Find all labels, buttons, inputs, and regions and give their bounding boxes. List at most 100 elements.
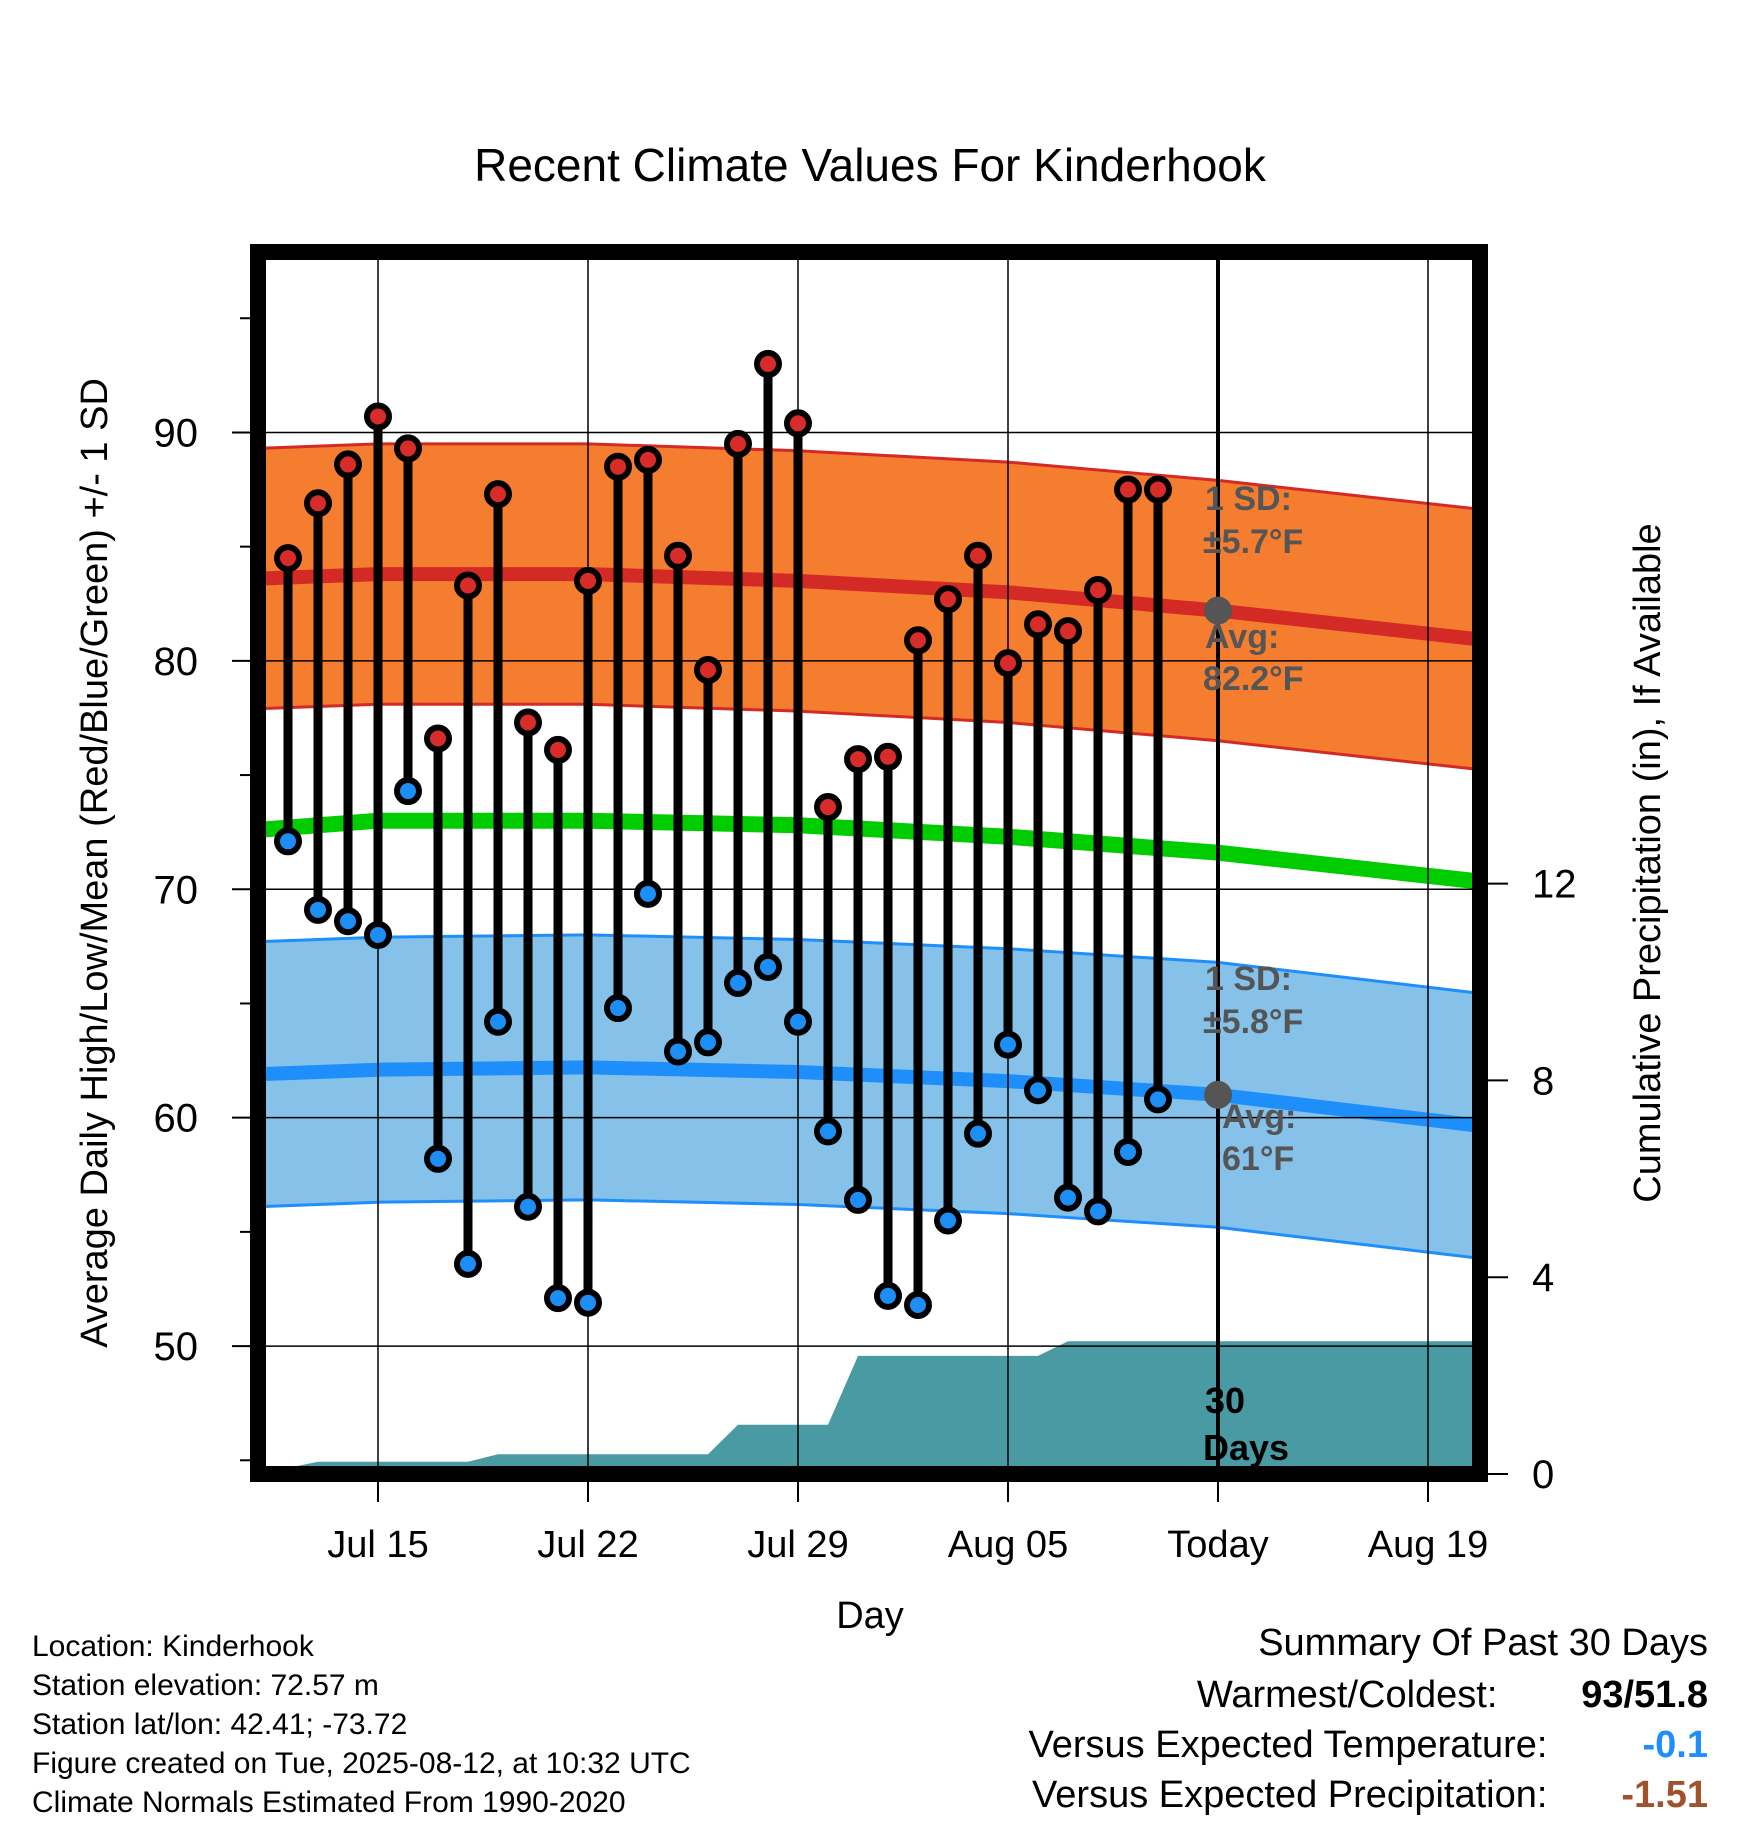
daily-high-point [964,541,992,570]
daily-high-point [454,571,482,600]
daily-high-point [844,745,872,774]
daily-high-point [724,429,752,458]
y2-tick-label: 8 [1532,1059,1554,1103]
daily-high-point [334,450,362,479]
x-tick-label: Jul 29 [747,1524,848,1566]
low-sd-value: ±5.8°F [1203,1003,1303,1041]
daily-low-point [334,907,362,936]
today-low-normal-marker [1204,1080,1232,1109]
plot-area: 1 SD: ±5.7°F Avg: 82.2°F 1 SD: ±5.8°F Avg: 61°F… [258,252,1480,1474]
high-sd-band [258,443,1480,770]
x-tick-label: Jul 15 [327,1524,428,1566]
daily-low-point [784,1007,812,1036]
daily-low-point [1114,1137,1142,1166]
daily-high-point [574,566,602,595]
daily-low-point [304,895,332,924]
y-tick-label: 80 [154,640,199,684]
x-tick-label: Jul 22 [537,1524,638,1566]
daily-low-point [874,1281,902,1310]
daily-low-point [754,952,782,981]
daily-high-point [664,541,692,570]
chart-title: Recent Climate Values For Kinderhook [474,139,1267,191]
daily-low-point [364,920,392,949]
daily-high-point [754,349,782,378]
daily-high-point [814,793,842,822]
daily-high-point [484,480,512,509]
footer-elevation: Station elevation: 72.57 m [32,1669,379,1702]
days-label: Days [1203,1427,1289,1468]
low-sd-band [258,934,1480,1259]
daily-low-point [1144,1085,1172,1114]
daily-low-point [604,994,632,1023]
high-avg-value: 82.2°F [1203,660,1304,698]
daily-high-point [394,434,422,463]
y-axis-label: Average Daily High/Low/Mean (Red/Blue/Gr… [74,378,116,1348]
footer-location: Location: Kinderhook [32,1630,314,1663]
daily-high-point [514,708,542,737]
summary-title: Summary Of Past 30 Days [1258,1622,1708,1664]
daily-low-point [544,1284,572,1313]
temp-label: Versus Expected Temperature: [1028,1724,1548,1766]
daily-low-point [484,1007,512,1036]
footer-created: Figure created on Tue, 2025-08-12, at 10… [32,1747,691,1780]
y-tick-label: 50 [154,1325,199,1369]
x-axis-label: Day [836,1595,904,1637]
y-tick-label: 70 [154,868,199,912]
warmest-coldest-value: 93/51.8 [1581,1674,1708,1716]
high-avg-label: Avg: [1205,618,1279,656]
daily-high-point [1144,475,1172,504]
today-high-normal-marker [1204,596,1232,625]
daily-high-point [424,724,452,753]
daily-high-point [904,626,932,655]
high-sd-label: 1 SD: [1205,480,1292,518]
x-tick-label: Today [1167,1524,1268,1566]
daily-high-point [1084,576,1112,605]
daily-low-point [1084,1197,1112,1226]
daily-high-point [874,742,902,771]
coldest-value: 51.8 [1634,1674,1708,1716]
footer-latlon: Station lat/lon: 42.41; -73.72 [32,1708,408,1741]
daily-high-point [1024,610,1052,639]
daily-low-point [664,1037,692,1066]
warmest-coldest-label: Warmest/Coldest: [1196,1674,1498,1716]
daily-low-point [394,777,422,806]
y-tick-label: 90 [154,411,199,455]
daily-high-point [634,445,662,474]
daily-high-point [544,735,572,764]
daily-high-point [934,585,962,614]
y2-tick-label: 12 [1532,863,1577,907]
x-tick-label: Aug 05 [948,1524,1068,1566]
daily-high-point [364,402,392,431]
low-avg-label: Avg: [1222,1098,1296,1136]
warmest-value: 93 [1581,1674,1624,1716]
daily-low-point [904,1290,932,1319]
daily-low-point [574,1288,602,1317]
daily-high-point [994,649,1022,678]
daily-high-point [304,489,332,518]
high-sd-value: ±5.7°F [1203,523,1303,561]
summary-precipitation: Versus Expected Precipitation: -1.51 [1032,1774,1708,1817]
plot-frame [250,244,1488,1482]
precip-value: -1.51 [1621,1774,1708,1816]
daily-low-point [994,1030,1022,1059]
summary-temperature: Versus Expected Temperature: -0.1 [1029,1724,1708,1767]
daily-low-point [934,1206,962,1235]
daily-low-point [694,1028,722,1057]
daily-low-point [724,968,752,997]
daily-high-point [694,655,722,684]
daily-high-point [1054,617,1082,646]
summary-warmest-coldest: Warmest/Coldest: 93/51.8 [1197,1674,1708,1717]
daily-low-point [1054,1183,1082,1212]
axes: 50 60 70 80 90 0 4 8 12 Jul 15 Jul 22 Jul 29 Aug 05 T… [154,244,1577,1566]
plot-content: 1 SD: ±5.7°F Avg: 82.2°F 1 SD: ±5.8°F Avg: 61°F… [258,252,1480,1474]
low-sd-label: 1 SD: [1205,960,1292,998]
precip-label: Versus Expected Precipitation: [1032,1774,1548,1816]
daily-low-point [514,1192,542,1221]
y2-tick-label: 4 [1532,1256,1554,1300]
precip-area [258,1341,1480,1474]
daily-low-point [454,1249,482,1278]
temp-value: -0.1 [1642,1724,1708,1766]
daily-low-point [1024,1076,1052,1105]
y-tick-label: 60 [154,1097,199,1141]
